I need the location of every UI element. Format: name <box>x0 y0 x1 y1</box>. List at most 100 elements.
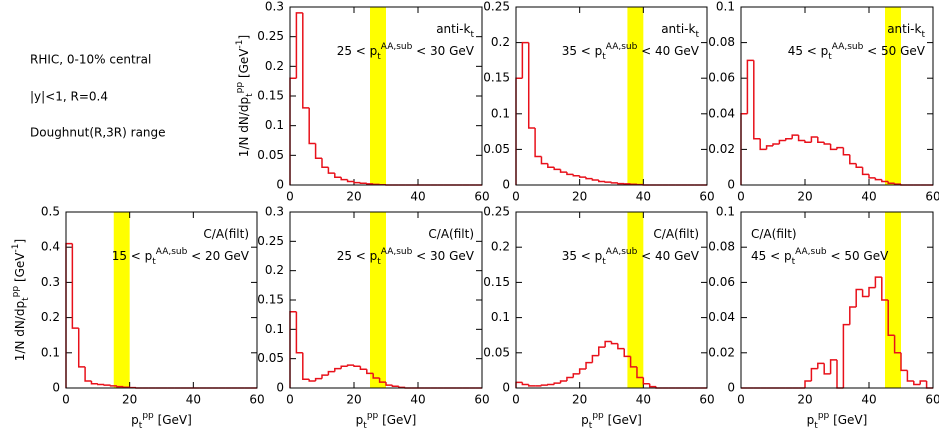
range-label-part: AA,sub <box>381 247 413 257</box>
y-axis-title-part: t <box>245 93 255 97</box>
x-axis-title-part: p <box>581 413 589 427</box>
panel-label-part: anti-k <box>436 22 470 36</box>
x-axis-title-part: [GeV] <box>378 413 416 427</box>
y-tick-label: 0.4 <box>41 240 60 254</box>
range-label: 45 < ptAA,sub < 50 GeV <box>751 247 889 267</box>
band <box>370 212 386 388</box>
x-tick-label: 60 <box>925 393 939 407</box>
hist-step <box>309 379 315 381</box>
range-label: 25 < ptAA,sub < 30 GeV <box>337 247 475 267</box>
band <box>627 7 643 185</box>
panel-label-part: t <box>695 30 699 40</box>
hist-step <box>322 158 328 167</box>
y-tick-label: 0 <box>276 178 284 192</box>
hist-step <box>869 288 875 297</box>
range-label-part: 15 < p <box>112 249 153 263</box>
hist-step <box>322 375 328 379</box>
y-tick-label: 0.25 <box>257 234 284 248</box>
hist-step <box>117 386 123 387</box>
range-label-part: 45 < p <box>788 44 829 58</box>
range-label-part: t <box>602 52 606 62</box>
y-axis-title-part: ] <box>237 35 251 40</box>
hist-step <box>392 385 398 386</box>
x-axis-title: ptpp [GeV] <box>131 411 192 431</box>
hist-step <box>335 173 341 177</box>
y-axis-title-part: -1 <box>11 244 21 253</box>
hist-step <box>643 377 649 383</box>
hist-step <box>522 43 528 79</box>
hist-step <box>805 381 811 388</box>
hist-step <box>522 382 528 384</box>
band <box>370 7 386 185</box>
panel-label-part: C/A(filt) <box>653 227 699 241</box>
hist-step <box>869 174 875 178</box>
y-tick-label: 0.02 <box>708 345 735 359</box>
hist-step <box>605 181 611 182</box>
y-tick-label: 0.05 <box>257 351 284 365</box>
hist-step <box>341 177 347 179</box>
x-axis-title-part: pp <box>142 411 154 421</box>
y-tick-label: 0.15 <box>257 89 284 103</box>
range-label-part: < 30 GeV <box>412 44 474 58</box>
range-label-part: < 50 GeV <box>863 44 925 58</box>
x-axis-title-part: pp <box>367 411 379 421</box>
hist-step <box>907 370 913 381</box>
y-tick-label: 0.25 <box>257 29 284 43</box>
hist-step <box>901 353 907 371</box>
panel-label-part: C/A(filt) <box>428 227 474 241</box>
hist-step <box>754 60 760 138</box>
hist-step <box>612 342 618 344</box>
y-axis-title-part: 1/N dN/dp <box>237 97 251 157</box>
x-tick-label: 0 <box>62 393 70 407</box>
panel-label-part: anti-k <box>887 22 921 36</box>
hist-step <box>354 181 360 182</box>
note: RHIC, 0-10% central <box>30 53 151 67</box>
hist-step <box>85 367 91 381</box>
hist-step <box>529 384 535 385</box>
hist-step <box>309 108 315 144</box>
y-axis-title-part: [GeV <box>237 48 251 82</box>
x-axis-title: ptpp [GeV] <box>356 411 417 431</box>
hist-step <box>296 13 302 78</box>
x-tick-label: 60 <box>249 393 264 407</box>
hist-step <box>592 179 598 180</box>
hist-step <box>373 184 379 185</box>
panel-label-part: anti-k <box>661 22 695 36</box>
hist-step <box>541 157 547 164</box>
x-axis-title-part: [GeV] <box>154 413 192 427</box>
hist-step <box>111 385 117 386</box>
x-tick-label: 0 <box>737 190 745 204</box>
hist-step <box>554 167 560 169</box>
panel-label-part: t <box>921 30 925 40</box>
y-tick-label: 0.2 <box>491 35 510 49</box>
y-tick-label: 0.1 <box>265 118 284 132</box>
x-tick-label: 20 <box>797 393 812 407</box>
panel-label-part: C/A(filt) <box>751 227 797 241</box>
hist-step <box>811 137 817 142</box>
hist-step <box>554 383 560 384</box>
hist-step <box>792 135 798 139</box>
x-tick-label: 0 <box>512 190 520 204</box>
hist-step <box>399 386 405 387</box>
hist-step <box>386 382 392 385</box>
hist-step <box>927 381 933 388</box>
range-label-part: < 40 GeV <box>637 44 699 58</box>
hist-step <box>618 344 624 349</box>
y-tick-label: 0.25 <box>483 205 510 219</box>
hist-step <box>592 356 598 363</box>
hist-step <box>599 347 605 355</box>
y-tick-label: 0 <box>52 381 60 395</box>
hist-step <box>850 155 856 164</box>
y-tick-label: 0 <box>502 381 510 395</box>
y-tick-label: 0 <box>502 178 510 192</box>
note: Doughnut(R,3R) range <box>30 126 166 140</box>
hist-step <box>779 141 785 145</box>
hist-step <box>328 167 334 173</box>
panel-label-part: t <box>470 30 474 40</box>
range-label: 45 < ptAA,sub < 50 GeV <box>788 42 926 62</box>
hist-step <box>341 366 347 368</box>
hist-step <box>824 363 830 374</box>
range-label-part: 35 < p <box>562 249 603 263</box>
y-tick-label: 0.25 <box>483 0 510 14</box>
